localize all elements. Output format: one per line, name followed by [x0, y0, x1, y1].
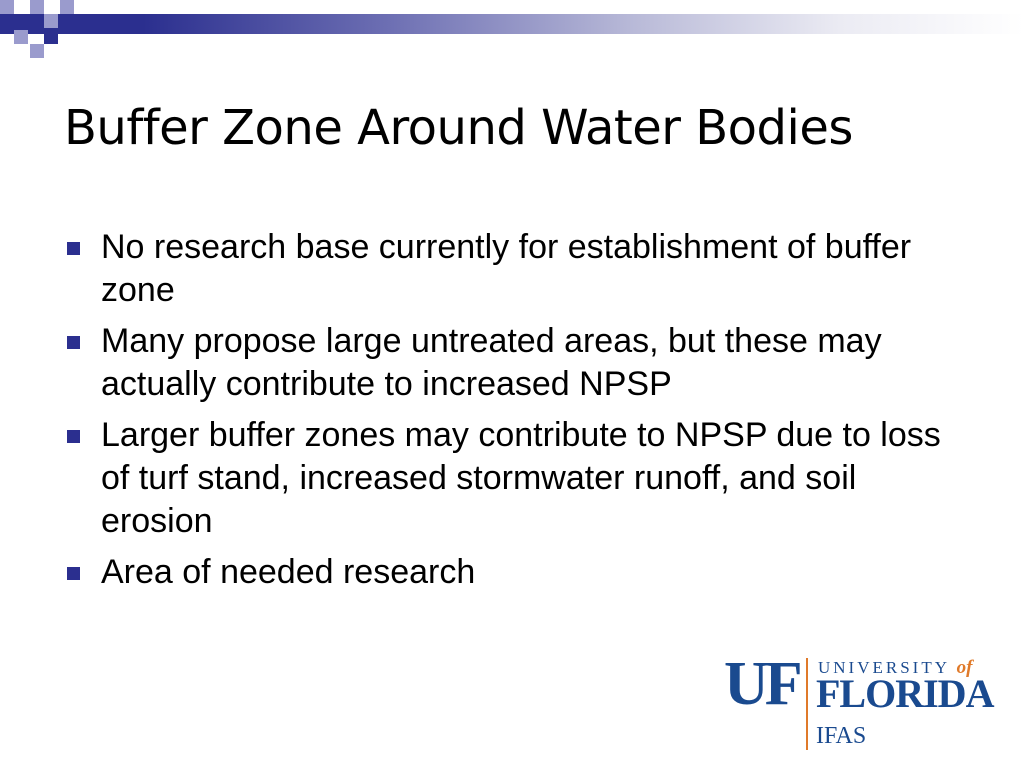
logo-of-word: of [956, 657, 973, 678]
decor-square [44, 14, 58, 28]
logo-university-word: UNIVERSITY [818, 658, 950, 677]
logo-uf-monogram: UF [724, 650, 803, 718]
bullet-text: Area of needed research [101, 553, 476, 591]
square-bullet-icon [67, 336, 80, 349]
decor-square [14, 14, 28, 28]
decor-square [44, 30, 58, 44]
decor-square [0, 0, 14, 14]
square-bullet-icon [67, 430, 80, 443]
bullet-text: No research base currently for establish… [101, 228, 912, 309]
uf-ifas-logo: UF UNIVERSITY of FLORIDA IFAS [724, 650, 1014, 752]
bullet-list: No research base currently for establish… [64, 226, 974, 602]
header-gradient-bar [0, 14, 1024, 34]
bullet-item: Many propose large untreated areas, but … [64, 320, 974, 406]
square-bullet-icon [67, 567, 80, 580]
decor-square [60, 0, 74, 14]
decor-square [14, 30, 28, 44]
logo-divider [806, 658, 808, 750]
bullet-item: No research base currently for establish… [64, 226, 974, 312]
decor-square [30, 0, 44, 14]
bullet-item: Area of needed research [64, 551, 974, 594]
logo-ifas-text: IFAS [816, 723, 867, 749]
bullet-text: Many propose large untreated areas, but … [101, 322, 882, 403]
square-bullet-icon [67, 242, 80, 255]
bullet-item: Larger buffer zones may contribute to NP… [64, 414, 974, 543]
logo-florida-text: FLORIDA [816, 671, 994, 716]
logo-university-text: UNIVERSITY of [818, 657, 972, 679]
slide-title: Buffer Zone Around Water Bodies [64, 100, 853, 156]
decor-square [30, 44, 44, 58]
bullet-text: Larger buffer zones may contribute to NP… [101, 416, 941, 540]
